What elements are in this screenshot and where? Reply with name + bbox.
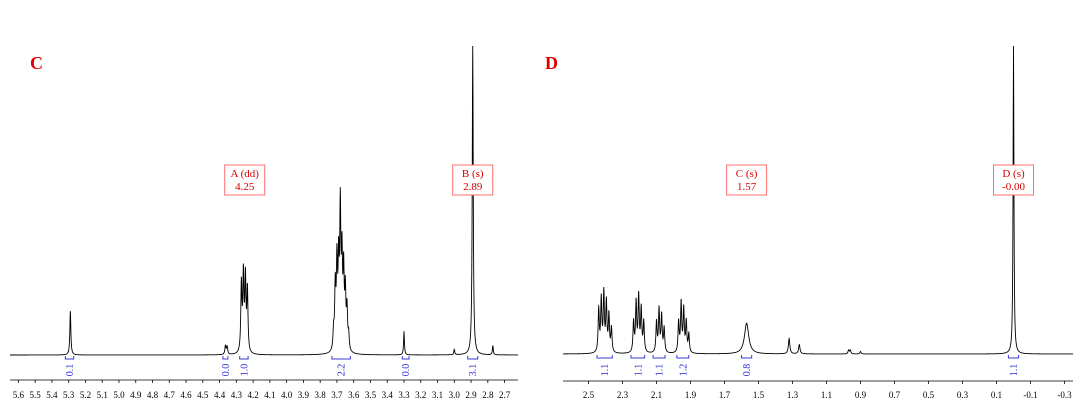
x-tick-label: 3.5 bbox=[365, 390, 377, 400]
x-tick-label: 1.5 bbox=[753, 390, 765, 400]
peak-label-shift: 4.25 bbox=[235, 181, 255, 193]
integral-value: 1.1 bbox=[655, 364, 666, 377]
peak-label-box bbox=[224, 164, 266, 196]
panel-letter: D bbox=[545, 53, 558, 73]
peak-label-assignment: A (dd) bbox=[231, 168, 260, 180]
x-tick-label: 5.2 bbox=[80, 390, 91, 400]
x-tick-label: 5.1 bbox=[97, 390, 108, 400]
x-tick-label: 3.1 bbox=[432, 390, 443, 400]
integral-value: 0.8 bbox=[742, 364, 753, 377]
integral-value: 1.1 bbox=[1009, 364, 1020, 377]
peak-label-assignment: B (s) bbox=[462, 168, 484, 180]
integral-bracket bbox=[64, 356, 75, 360]
integral-bracket bbox=[331, 356, 351, 360]
x-tick-label: -0.1 bbox=[1023, 390, 1037, 400]
x-tick-label: 4.4 bbox=[214, 390, 226, 400]
x-tick-label: 3.3 bbox=[398, 390, 410, 400]
x-tick-label: 4.9 bbox=[130, 390, 142, 400]
integral-value: 3.1 bbox=[468, 364, 479, 377]
x-tick-label: 4.8 bbox=[147, 390, 159, 400]
integral-value: 1.0 bbox=[239, 364, 250, 377]
x-tick-label: 4.6 bbox=[180, 390, 192, 400]
integral-bracket bbox=[239, 356, 249, 360]
integral-value: 1.2 bbox=[678, 364, 689, 377]
peak-label-assignment: C (s) bbox=[736, 168, 758, 180]
x-tick-label: 2.5 bbox=[583, 390, 595, 400]
x-tick-label: 0.3 bbox=[957, 390, 969, 400]
x-tick-label: 4.2 bbox=[247, 390, 258, 400]
x-tick-label: 4.0 bbox=[281, 390, 293, 400]
peak-label: A (dd)4.25 bbox=[224, 164, 266, 196]
integral-value: 2.2 bbox=[337, 364, 348, 377]
x-tick-label: 0.5 bbox=[923, 390, 935, 400]
x-tick-label: 2.3 bbox=[617, 390, 629, 400]
integral-bracket bbox=[222, 356, 229, 360]
peak-label-assignment: D (s) bbox=[1002, 168, 1025, 180]
integral-bracket bbox=[596, 355, 613, 359]
spectrum-panel-d: D 2.5 2.3 2.1 1.9 1.7 1.5 1.3 1.1 0.9 0.7 0.5 0.3 0.1… bbox=[545, 45, 1073, 400]
peak-label-box bbox=[993, 164, 1034, 196]
peak-label: C (s)1.57 bbox=[726, 164, 768, 196]
panel-letter: C bbox=[30, 53, 43, 73]
integral-value: 1.1 bbox=[600, 364, 611, 377]
x-tick-label: 5.6 bbox=[13, 390, 25, 400]
x-tick-label: 3.2 bbox=[415, 390, 426, 400]
x-tick-label: 1.3 bbox=[787, 390, 799, 400]
x-tick-label: 5.4 bbox=[46, 390, 58, 400]
x-tick-label: 1.9 bbox=[685, 390, 697, 400]
x-tick-label: 3.8 bbox=[315, 390, 327, 400]
peak-label-shift: 1.57 bbox=[737, 181, 757, 193]
spectrum-trace bbox=[563, 45, 1073, 355]
x-tick-label: 0.9 bbox=[855, 390, 867, 400]
x-tick-label: -0.3 bbox=[1057, 390, 1072, 400]
x-tick-label: 4.5 bbox=[197, 390, 209, 400]
x-tick-label: 0.7 bbox=[889, 390, 901, 400]
integral-bracket bbox=[467, 356, 479, 360]
x-tick-label: 5.3 bbox=[63, 390, 75, 400]
x-tick-label: 2.8 bbox=[482, 390, 494, 400]
peak-label-box bbox=[726, 164, 768, 196]
integral-value: 0.1 bbox=[65, 364, 76, 377]
integral-value: 1.1 bbox=[633, 364, 644, 377]
integral-bracket bbox=[401, 356, 410, 360]
x-tick-label: 3.0 bbox=[449, 390, 461, 400]
peak-label-shift: -0.00 bbox=[1002, 181, 1025, 193]
peak-label-box bbox=[452, 164, 494, 196]
integral-bracket bbox=[630, 355, 646, 359]
x-tick-label: 3.9 bbox=[298, 390, 310, 400]
x-tick-label: 5.5 bbox=[30, 390, 42, 400]
integral-bracket bbox=[1007, 355, 1020, 359]
x-tick-label: 3.4 bbox=[382, 390, 394, 400]
integral-value: 0.0 bbox=[221, 364, 232, 377]
peak-label: D (s)-0.00 bbox=[993, 164, 1034, 196]
x-tick-label: 2.1 bbox=[651, 390, 662, 400]
x-tick-label: 1.1 bbox=[821, 390, 832, 400]
peak-label: B (s)2.89 bbox=[452, 164, 494, 196]
x-tick-label: 2.9 bbox=[465, 390, 477, 400]
integral-bracket bbox=[676, 355, 690, 359]
integral-bracket bbox=[741, 355, 753, 359]
integral-value: 0.0 bbox=[401, 364, 412, 377]
spectrum-trace bbox=[10, 45, 518, 356]
x-tick-label: 3.6 bbox=[348, 390, 360, 400]
x-tick-label: 4.1 bbox=[264, 390, 275, 400]
x-tick-label: 5.0 bbox=[113, 390, 125, 400]
x-tick-label: 3.7 bbox=[331, 390, 343, 400]
x-tick-label: 0.1 bbox=[991, 390, 1002, 400]
peak-label-shift: 2.89 bbox=[463, 181, 483, 193]
x-tick-label: 1.7 bbox=[719, 390, 731, 400]
x-tick-label: 4.3 bbox=[231, 390, 243, 400]
x-tick-label: 4.7 bbox=[164, 390, 176, 400]
x-tick-label: 2.7 bbox=[499, 390, 511, 400]
spectrum-panel-c: C 5.6 5.5 5.4 5.3 5.2 5.1 5.0 4.9 4.8 4.7 4.6 4.5 4.4… bbox=[10, 45, 518, 400]
integral-bracket bbox=[652, 355, 666, 359]
